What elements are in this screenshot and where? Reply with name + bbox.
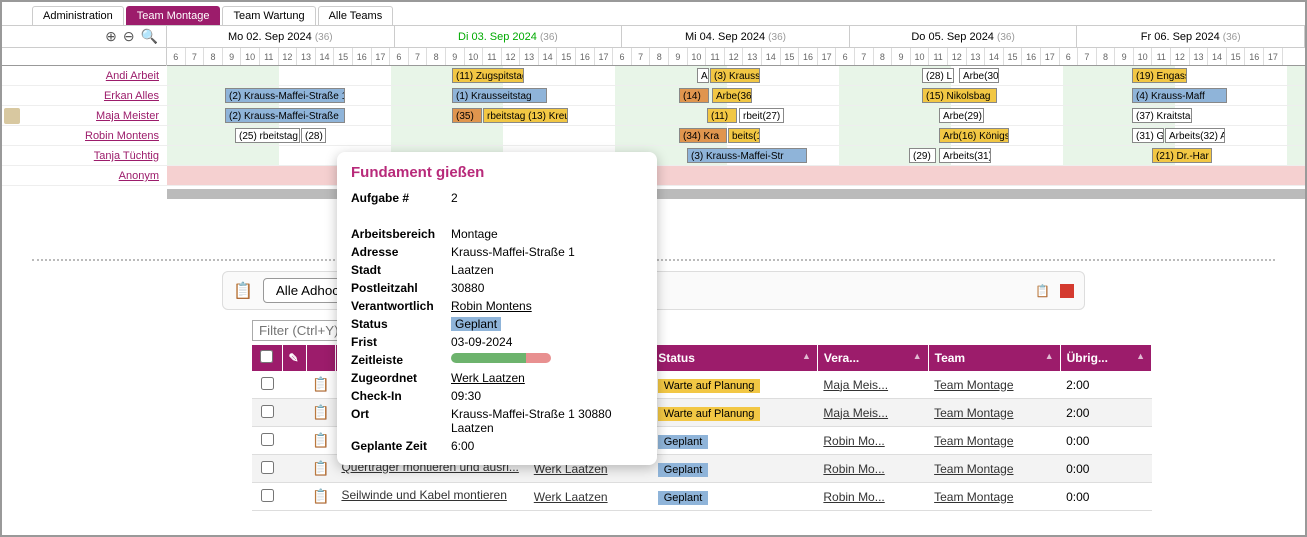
gantt-bar[interactable]: (31) G: [1132, 128, 1164, 143]
status-badge: Warte auf Planung: [658, 407, 761, 421]
day-header: Do 05. Sep 2024 (36): [850, 26, 1078, 47]
task-link[interactable]: Seilwinde und Kabel montieren: [341, 488, 506, 502]
gantt-bar[interactable]: (28): [301, 128, 326, 143]
gantt-bar[interactable]: (19) Engasstag: [1132, 68, 1187, 83]
responsible-link[interactable]: Robin Mo...: [823, 462, 884, 476]
status-badge: Geplant: [658, 435, 709, 449]
gantt-bar[interactable]: (4) Krauss-Maff: [1132, 88, 1227, 103]
team-link[interactable]: Team Montage: [934, 406, 1013, 420]
clipboard-icon[interactable]: 📋: [312, 404, 329, 420]
row-checkbox[interactable]: [261, 489, 274, 502]
gantt-bar[interactable]: (29): [909, 148, 936, 163]
remaining-time: 2:00: [1060, 371, 1151, 399]
row-checkbox[interactable]: [261, 405, 274, 418]
col-header[interactable]: Vera...▲: [817, 345, 928, 371]
responsible-link[interactable]: Maja Meis...: [823, 406, 888, 420]
gantt-bar[interactable]: (15) Nikolsbag: [922, 88, 997, 103]
gantt-bar[interactable]: (21) Dr.-Har: [1152, 148, 1212, 163]
row-checkbox[interactable]: [261, 461, 274, 474]
person-tanja-tüchtig[interactable]: Tanja Tüchtig: [2, 146, 167, 165]
gantt-bar[interactable]: (11) Zugspitstag: [452, 68, 524, 83]
gantt-bar[interactable]: Arbeits(32) A: [1165, 128, 1225, 143]
clipboard-add-icon[interactable]: 📋: [1035, 284, 1050, 298]
status-badge: Geplant: [658, 491, 709, 505]
gantt-bar[interactable]: Arbe(36)g: [712, 88, 752, 103]
zoom-in-icon[interactable]: ⊕: [105, 28, 117, 45]
remaining-time: 0:00: [1060, 427, 1151, 455]
day-header: Mo 02. Sep 2024 (36): [167, 26, 395, 47]
col-header[interactable]: [306, 345, 335, 371]
gantt-bar[interactable]: (3) Krauss-Maffei-Str: [687, 148, 807, 163]
avatar-icon: [4, 108, 20, 124]
zoom-out-icon[interactable]: ⊖: [123, 28, 135, 45]
edit-icon: ✎: [289, 351, 299, 365]
gantt-bar[interactable]: (34) Kra: [679, 128, 727, 143]
day-header: Fr 06. Sep 2024 (36): [1077, 26, 1305, 47]
gantt-bar[interactable]: (3) Krauss-: [710, 68, 760, 83]
gantt-bar[interactable]: (14): [679, 88, 709, 103]
day-header: Mi 04. Sep 2024 (36): [622, 26, 850, 47]
gantt-bar[interactable]: A: [697, 68, 709, 83]
day-header: Di 03. Sep 2024 (36): [395, 26, 623, 47]
gantt-bar[interactable]: (11): [707, 108, 737, 123]
clipboard-icon[interactable]: 📋: [312, 460, 329, 476]
person-anonym[interactable]: Anonym: [2, 166, 167, 185]
responsible-link[interactable]: Maja Meis...: [823, 378, 888, 392]
gantt-bar[interactable]: (37) Kraitstag: [1132, 108, 1192, 123]
task-popover: Fundament gießen Aufgabe #2 Arbeitsberei…: [337, 152, 657, 465]
col-header[interactable]: Team▲: [928, 345, 1060, 371]
tab-alle-teams[interactable]: Alle Teams: [318, 6, 394, 25]
col-header[interactable]: Übrig...▲: [1060, 345, 1151, 371]
person-maja-meister[interactable]: Maja Meister: [2, 106, 167, 125]
status-square: [1060, 284, 1074, 298]
gantt-bar[interactable]: (2) Krauss-Maffei-Straße 1: [225, 88, 345, 103]
tab-team-montage[interactable]: Team Montage: [126, 6, 221, 25]
status-badge: Geplant: [658, 463, 709, 477]
tab-administration[interactable]: Administration: [32, 6, 124, 25]
remaining-time: 0:00: [1060, 455, 1151, 483]
person-robin-montens[interactable]: Robin Montens: [2, 126, 167, 145]
gantt-bar[interactable]: (25) rbeitstag: [235, 128, 300, 143]
clipboard-icon: 📋: [233, 281, 253, 301]
clipboard-icon[interactable]: 📋: [312, 376, 329, 392]
col-header[interactable]: ✎: [282, 345, 306, 371]
gantt-bar[interactable]: Arbeits(31): [939, 148, 991, 163]
col-header[interactable]: Status▲: [652, 345, 818, 371]
gantt-bar[interactable]: (28) L: [922, 68, 954, 83]
gantt-bar[interactable]: beits(17): [728, 128, 760, 143]
gantt-bar[interactable]: rbeit(27) F: [739, 108, 784, 123]
responsible-link[interactable]: Robin Mo...: [823, 490, 884, 504]
zoom-fit-icon[interactable]: 🔍: [141, 28, 158, 45]
gantt-bar[interactable]: (35): [452, 108, 482, 123]
remaining-time: 2:00: [1060, 399, 1151, 427]
remaining-time: 0:00: [1060, 483, 1151, 511]
select-all-checkbox[interactable]: [260, 350, 273, 363]
team-link[interactable]: Team Montage: [934, 490, 1013, 504]
table-row: 📋 Seilwinde und Kabel montieren Werk Laatz…: [252, 483, 1152, 511]
col-header[interactable]: [252, 345, 282, 371]
gantt-bar[interactable]: (1) Krausseitstag: [452, 88, 547, 103]
row-checkbox[interactable]: [261, 377, 274, 390]
status-badge: Warte auf Planung: [658, 379, 761, 393]
team-link[interactable]: Team Montage: [934, 378, 1013, 392]
location-link[interactable]: Werk Laatzen: [534, 490, 608, 504]
person-erkan-alles[interactable]: Erkan Alles: [2, 86, 167, 105]
responsible-link[interactable]: Robin Mo...: [823, 434, 884, 448]
clipboard-icon[interactable]: 📋: [312, 432, 329, 448]
gantt-bar[interactable]: (2) Krauss-Maffei-Straße: [225, 108, 345, 123]
row-checkbox[interactable]: [261, 433, 274, 446]
gantt-bar[interactable]: Arbe(30) S: [959, 68, 999, 83]
person-andi-arbeit[interactable]: Andi Arbeit: [2, 66, 167, 85]
gantt-bar[interactable]: rbeitstag (13) Kreuze: [483, 108, 568, 123]
team-link[interactable]: Team Montage: [934, 462, 1013, 476]
tab-team-wartung[interactable]: Team Wartung: [222, 6, 315, 25]
popover-title: Fundament gießen: [351, 164, 643, 181]
clipboard-icon[interactable]: 📋: [312, 488, 329, 504]
gantt-bar[interactable]: Arbe(29) G: [939, 108, 984, 123]
team-link[interactable]: Team Montage: [934, 434, 1013, 448]
gantt-bar[interactable]: Arb(16) Königsg: [939, 128, 1009, 143]
tab-bar: AdministrationTeam MontageTeam WartungAl…: [32, 6, 1305, 25]
